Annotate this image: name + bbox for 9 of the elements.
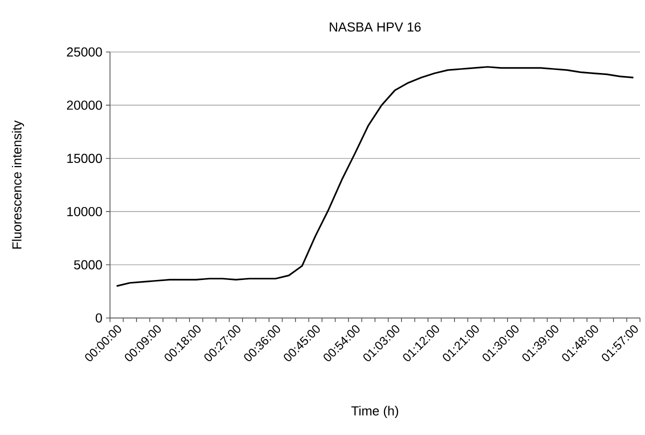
y-tick-label: 25000	[66, 47, 102, 57]
y-tick-label: 0	[96, 313, 102, 323]
y-tick-label: 15000	[67, 154, 102, 163]
y-tick-label: 20000	[66, 100, 102, 110]
chart-title: NASBA HPV 16	[330, 22, 421, 32]
y-axis-title: Fluorescence intensity	[12, 120, 24, 249]
x-axis-title: Time (h)	[351, 406, 398, 418]
y-tick-label: 5000	[74, 260, 102, 270]
y-tick-label: 10000	[67, 206, 102, 216]
